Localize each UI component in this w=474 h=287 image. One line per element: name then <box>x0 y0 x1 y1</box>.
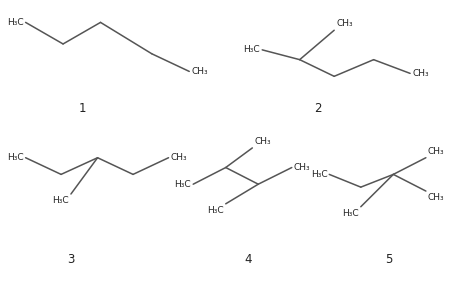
Text: CH₃: CH₃ <box>171 153 187 162</box>
Text: 3: 3 <box>67 253 74 266</box>
Text: H₃C: H₃C <box>207 206 224 215</box>
Text: H₃C: H₃C <box>244 45 260 54</box>
Text: H₃C: H₃C <box>174 180 191 189</box>
Text: CH₃: CH₃ <box>255 137 271 146</box>
Text: 4: 4 <box>245 253 252 266</box>
Text: 5: 5 <box>385 253 392 266</box>
Text: H₃C: H₃C <box>7 18 24 27</box>
Text: CH₃: CH₃ <box>428 193 445 202</box>
Text: CH₃: CH₃ <box>336 19 353 28</box>
Text: 1: 1 <box>79 102 87 115</box>
Text: H₃C: H₃C <box>52 196 69 205</box>
Text: CH₃: CH₃ <box>428 147 445 156</box>
Text: CH₃: CH₃ <box>412 69 428 78</box>
Text: 2: 2 <box>314 102 321 115</box>
Text: CH₃: CH₃ <box>191 67 208 76</box>
Text: H₃C: H₃C <box>7 153 24 162</box>
Text: CH₃: CH₃ <box>294 163 310 172</box>
Text: H₃C: H₃C <box>342 209 359 218</box>
Text: H₃C: H₃C <box>310 170 327 179</box>
